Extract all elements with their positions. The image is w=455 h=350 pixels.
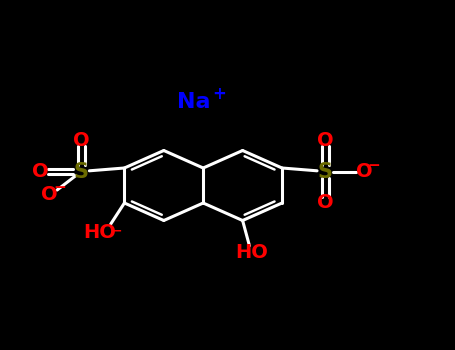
Text: O: O	[317, 194, 334, 212]
Text: −: −	[53, 181, 66, 195]
Text: S: S	[74, 161, 89, 182]
Text: O: O	[41, 185, 58, 204]
Text: HO: HO	[83, 223, 116, 242]
Text: −: −	[368, 158, 380, 173]
Text: O: O	[317, 131, 334, 149]
Text: O: O	[73, 131, 90, 149]
Text: O: O	[356, 162, 372, 181]
Text: −: −	[111, 224, 122, 238]
Text: O: O	[32, 162, 49, 181]
Text: +: +	[212, 85, 226, 103]
Text: HO: HO	[235, 243, 268, 261]
Text: Na: Na	[177, 91, 211, 112]
Text: S: S	[318, 161, 333, 182]
